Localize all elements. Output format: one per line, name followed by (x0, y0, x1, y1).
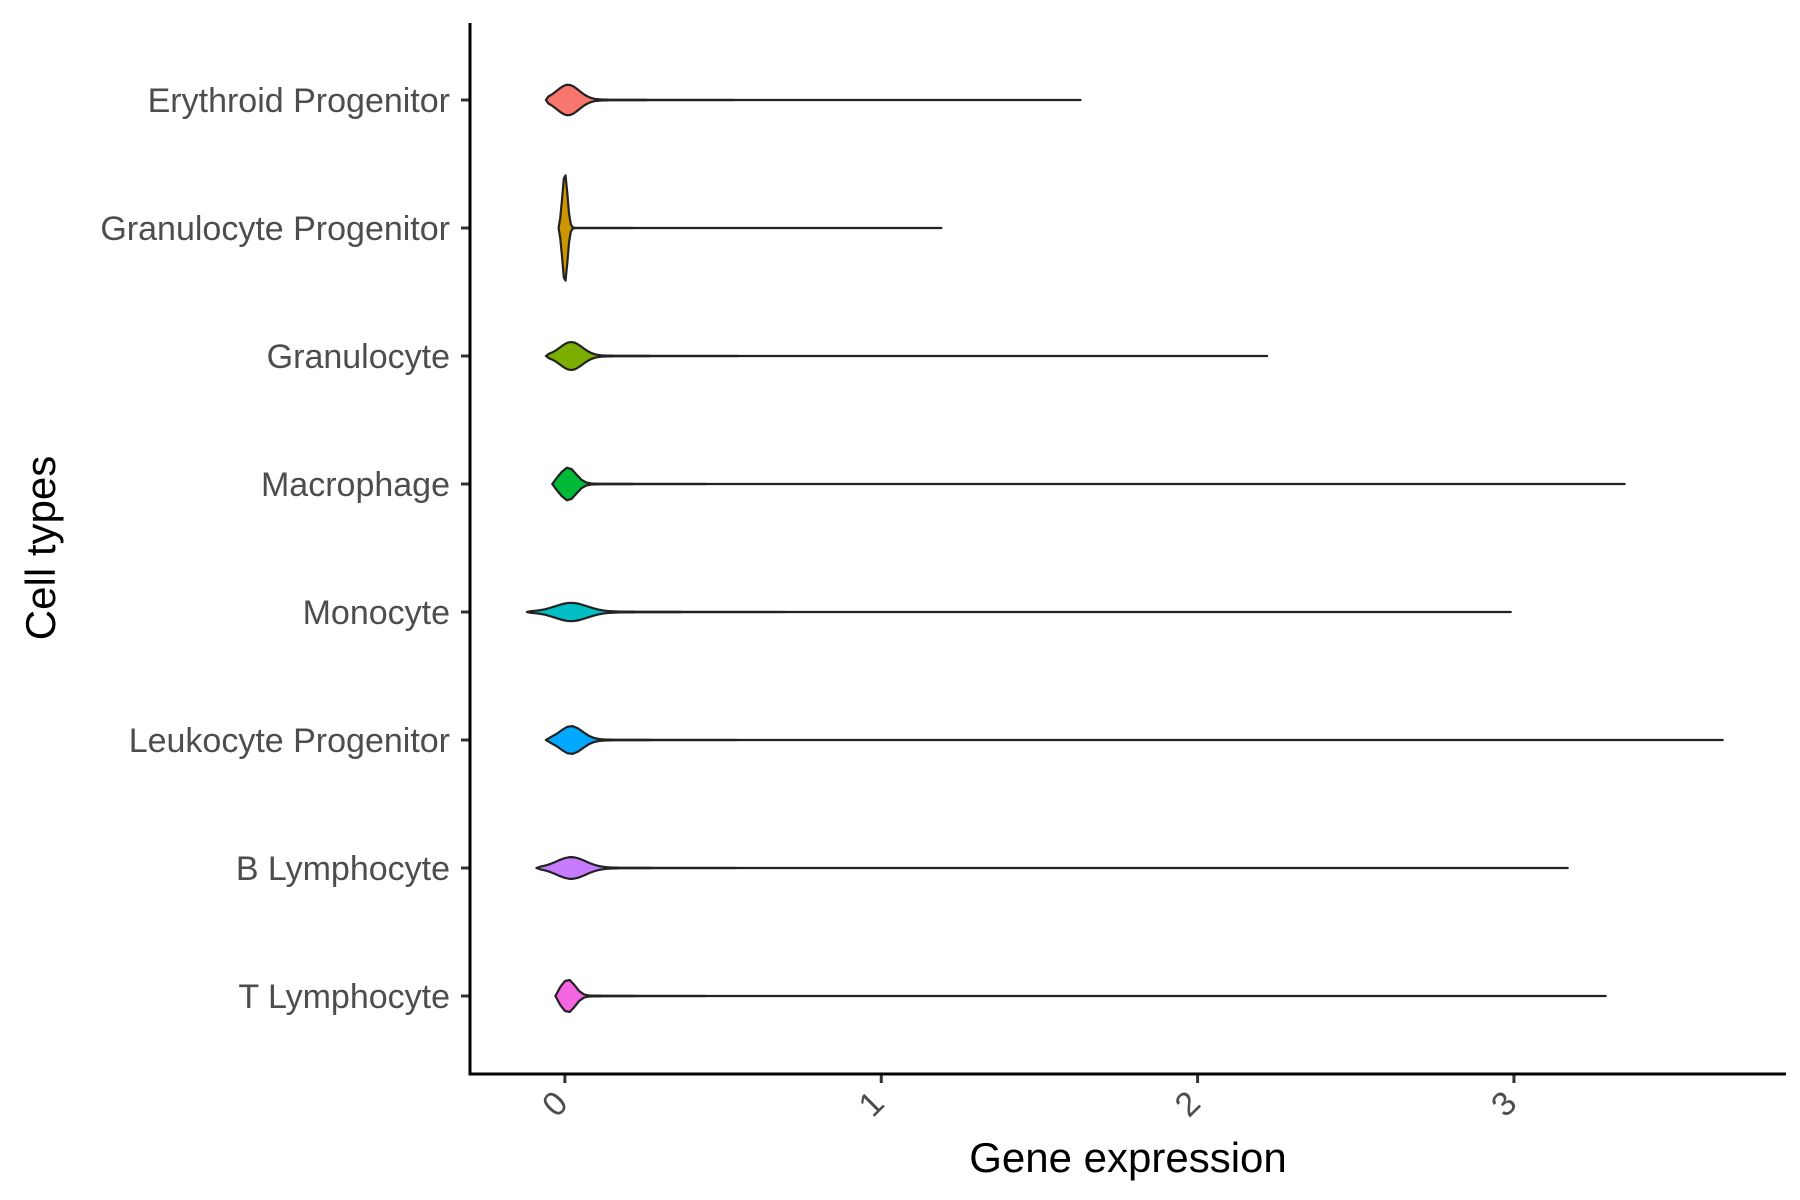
y-tick-label: Macrophage (261, 466, 450, 504)
y-axis-ticks: T Lymphocyte B Lymphocyte Leukocyte Progen… (100, 82, 470, 1016)
violin-monocyte (525, 601, 1512, 623)
y-axis-title: Cell types (17, 456, 64, 640)
x-tick-label: 0 (535, 1084, 575, 1124)
violin-t-lymphocyte (554, 978, 1607, 1014)
violin-erythroid-progenitor (544, 83, 1082, 117)
violin-macrophage (551, 466, 1626, 502)
violin-granulocyte-progenitor (557, 174, 943, 282)
x-axis-title: Gene expression (969, 1134, 1287, 1181)
violin-leukocyte-progenitor (544, 725, 1724, 755)
y-tick-label: Granulocyte (267, 338, 450, 376)
y-tick-label: Granulocyte Progenitor (100, 210, 450, 248)
x-tick-label: 2 (1168, 1084, 1208, 1124)
y-tick-label: Monocyte (303, 594, 450, 632)
x-tick-label: 3 (1484, 1084, 1524, 1124)
y-tick-label: B Lymphocyte (236, 850, 450, 888)
violin-layer (525, 83, 1724, 1014)
violin-b-lymphocyte (535, 856, 1569, 880)
x-tick-label: 1 (851, 1084, 891, 1124)
x-axis-ticks: 0 1 2 3 (535, 1074, 1524, 1124)
violin-granulocyte (544, 340, 1269, 372)
y-tick-label: Erythroid Progenitor (148, 82, 450, 120)
y-tick-label: Leukocyte Progenitor (129, 722, 450, 760)
y-tick-label: T Lymphocyte (238, 978, 450, 1016)
